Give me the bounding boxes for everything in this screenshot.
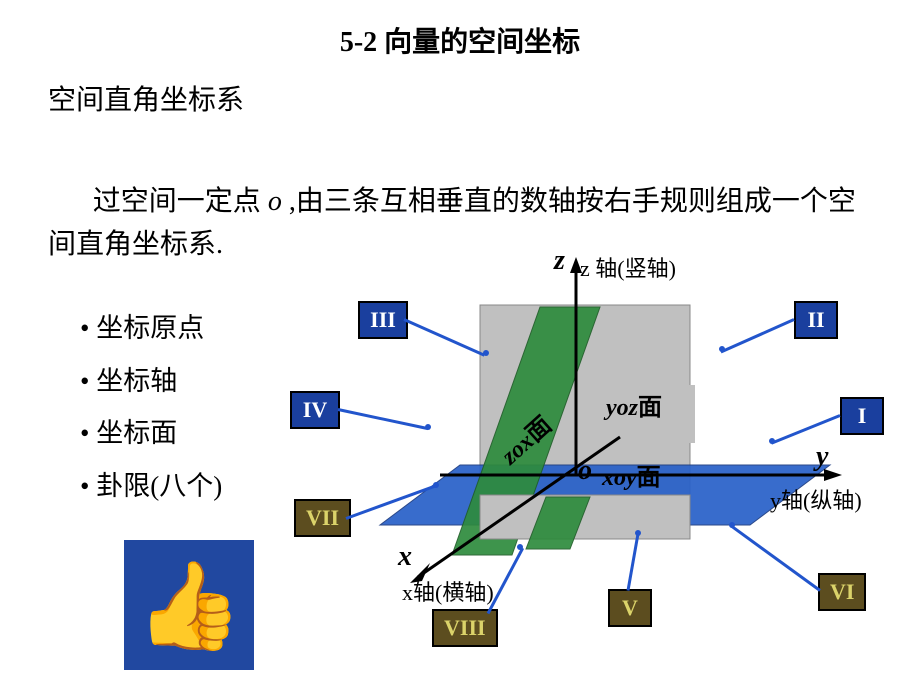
thumbs-up-image: 👍 [124,540,254,670]
page-title: 5-2 向量的空间坐标 [0,20,920,60]
octant-vi: VI [818,573,866,611]
section-subtitle: 空间直角坐标系 [48,78,244,118]
x-axis-desc: x轴(横轴) [402,575,494,607]
thumb-icon: 👍 [135,555,242,656]
bullet-axes: 坐标轴 [80,355,222,408]
octant-iii: III [358,301,408,339]
coordinate-diagram: III II IV I VII VIII V VI z z 轴(竖轴) y y轴… [290,245,910,665]
xoy-plane-label: xoy面 [602,457,661,492]
x-axis-label: x [398,541,412,573]
octant-i: I [840,397,884,435]
bullet-octants: 卦限(八个) [80,460,222,513]
y-axis-desc: y轴(纵轴) [770,483,862,515]
y-axis-label: y [816,441,828,473]
octant-viii: VIII [432,609,498,647]
yoz-plane-label: yoz面 [606,387,662,422]
octant-vii: VII [294,499,351,537]
origin-symbol: o [268,186,282,217]
octant-iv: IV [290,391,340,429]
octant-ii: II [794,301,838,339]
para-before: 过空间一定点 [93,186,268,217]
bullet-planes: 坐标面 [80,407,222,460]
origin-label: o [578,455,592,487]
bullet-list: 坐标原点 坐标轴 坐标面 卦限(八个) [80,302,222,513]
z-axis-label: z [554,245,565,277]
bullet-origin: 坐标原点 [80,302,222,355]
z-axis-desc: z 轴(竖轴) [580,251,676,283]
octant-v: V [608,589,652,627]
